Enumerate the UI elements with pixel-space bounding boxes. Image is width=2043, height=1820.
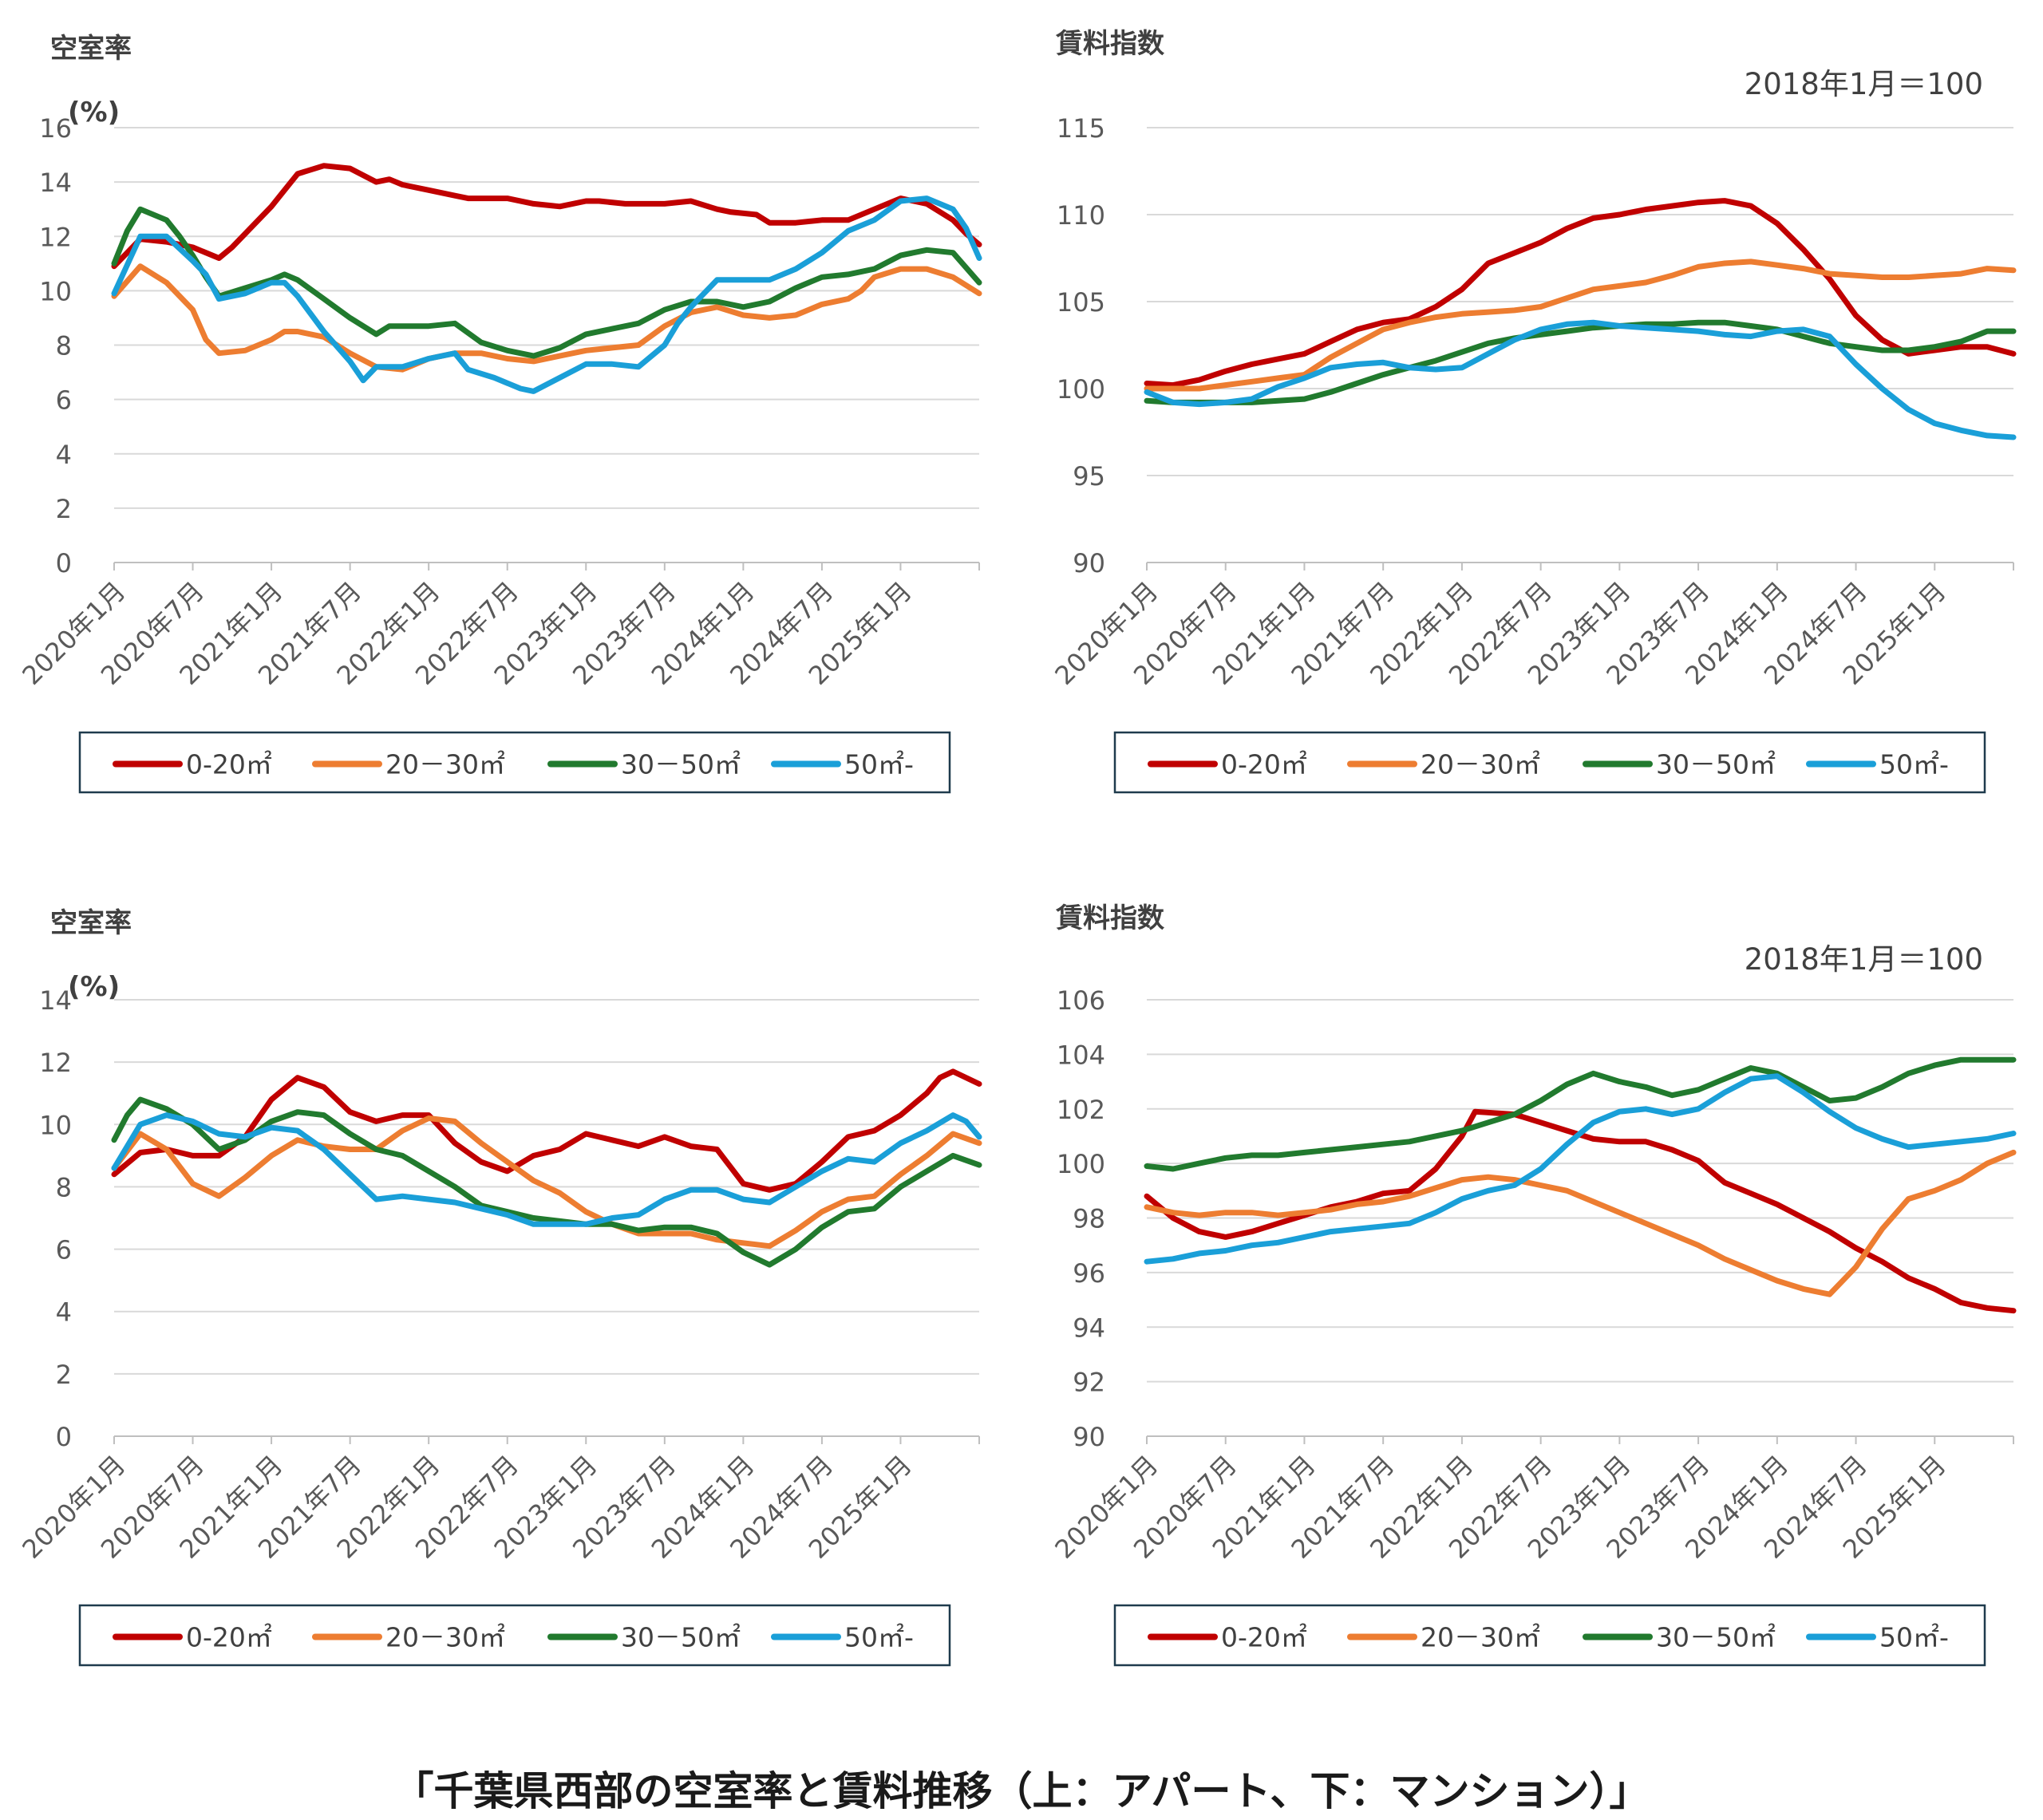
y-tick-label: 2	[56, 494, 72, 524]
legend-label: 50㎡-	[844, 1622, 914, 1653]
series-line-0-20	[111, 1068, 982, 1193]
y-tick-label: 95	[1073, 461, 1105, 492]
chart-panel-2: 賃料指数2018年1月＝10090951001051101152020年1月20…	[1049, 28, 2017, 794]
base-annotation: 2018年1月＝100	[1745, 942, 1983, 977]
y-tick-label: 92	[1073, 1368, 1105, 1398]
y-tick-label: 110	[1057, 200, 1105, 231]
legend-label: 20－30㎡	[1421, 749, 1540, 780]
series-line-0-20	[111, 163, 982, 270]
legend: 0-20㎡ 20－30㎡ 30－50㎡ 50㎡-	[1113, 731, 1986, 794]
series-line-20-30	[111, 263, 982, 373]
chart-title: 賃料指数	[1055, 28, 1164, 60]
series-line-20-30	[1144, 259, 2017, 392]
y-tick-label: 0	[56, 548, 72, 578]
legend-label: 30－50㎡	[621, 1622, 741, 1653]
chart-title: 賃料指数	[1055, 902, 1164, 934]
y-tick-label: 12	[39, 222, 72, 252]
base-annotation: 2018年1月＝100	[1745, 67, 1983, 101]
legend-label: 0-20㎡	[186, 749, 272, 780]
legend: 0-20㎡ 20－30㎡ 30－50㎡ 50㎡-	[78, 1604, 951, 1667]
chart-panel-4: 賃料指数2018年1月＝1009092949698100102104106202…	[1049, 902, 2017, 1667]
series-line-50-	[1144, 319, 2017, 440]
series-line-30-50	[111, 1096, 982, 1268]
y-tick-label: 2	[56, 1360, 72, 1390]
chart-panel-3: 空室率(%)024681012142020年1月2020年7月2021年1月20…	[16, 907, 982, 1667]
y-tick-label: 90	[1073, 548, 1105, 578]
legend-label: 20－30㎡	[385, 749, 505, 780]
legend-label: 20－30㎡	[385, 1622, 505, 1653]
y-tick-label: 105	[1057, 287, 1105, 318]
chart-title: 空室率	[50, 907, 132, 939]
series-line-20-30	[1144, 1149, 2017, 1297]
legend-label: 50㎡-	[1879, 749, 1949, 780]
legend-label: 0-20㎡	[1221, 749, 1307, 780]
y-tick-label: 8	[56, 331, 72, 361]
y-tick-label: 0	[56, 1422, 72, 1452]
y-tick-label: 8	[56, 1172, 72, 1202]
legend-label: 20－30㎡	[1421, 1622, 1540, 1653]
series-line-50-	[111, 1112, 982, 1227]
y-tick-label: 98	[1073, 1204, 1105, 1234]
y-tick-label: 4	[56, 440, 72, 470]
legend: 0-20㎡ 20－30㎡ 30－50㎡ 50㎡-	[1113, 1604, 1986, 1667]
series-line-50-	[1144, 1073, 2017, 1265]
legend-label: 50㎡-	[1879, 1622, 1949, 1653]
series-line-30-50	[1144, 1056, 2017, 1172]
y-tick-label: 6	[56, 385, 72, 416]
y-tick-label: 100	[1057, 1149, 1105, 1179]
y-tick-label: 6	[56, 1235, 72, 1265]
chart-title: 空室率	[50, 33, 132, 65]
series-line-0-20	[1144, 198, 2017, 389]
legend: 0-20㎡ 20－30㎡ 30－50㎡ 50㎡-	[78, 731, 951, 794]
y-tick-label: 100	[1057, 374, 1105, 405]
y-tick-label: 10	[39, 1110, 72, 1140]
y-unit-label: (%)	[68, 97, 120, 128]
y-unit-label: (%)	[68, 971, 120, 1003]
legend-label: 30－50㎡	[621, 749, 741, 780]
y-tick-label: 104	[1057, 1040, 1105, 1070]
y-tick-label: 10	[39, 276, 72, 306]
legend-label: 50㎡-	[844, 749, 914, 780]
legend-label: 30－50㎡	[1656, 749, 1776, 780]
y-tick-label: 14	[39, 985, 72, 1016]
series-line-20-30	[111, 1115, 982, 1250]
series-line-30-50	[1144, 319, 2017, 405]
chart-panel-1: 空室率(%)02468101214162020年1月2020年7月2021年1月…	[16, 33, 982, 794]
y-tick-label: 115	[1057, 113, 1105, 144]
y-tick-label: 12	[39, 1048, 72, 1078]
series-line-50-	[111, 195, 982, 394]
legend-label: 0-20㎡	[1221, 1622, 1307, 1653]
y-tick-label: 96	[1073, 1258, 1105, 1289]
y-tick-label: 106	[1057, 985, 1105, 1016]
y-tick-label: 16	[39, 113, 72, 144]
y-tick-label: 94	[1073, 1313, 1105, 1343]
y-tick-label: 102	[1057, 1095, 1105, 1125]
figure-caption: 「千葉県西部の空室率と賃料推移（上：アパート、下：マンション）」	[393, 1768, 1650, 1814]
y-tick-label: 14	[39, 168, 72, 198]
y-tick-label: 4	[56, 1297, 72, 1328]
legend-label: 0-20㎡	[186, 1622, 272, 1653]
legend-label: 30－50㎡	[1656, 1622, 1776, 1653]
y-tick-label: 90	[1073, 1422, 1105, 1452]
